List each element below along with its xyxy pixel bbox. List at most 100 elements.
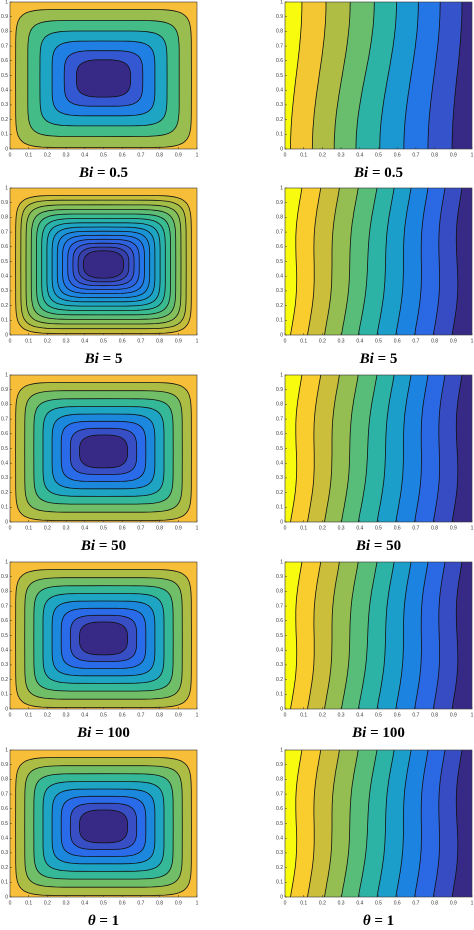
y-tick-label: 0.9 [1,762,8,768]
x-tick-label: 0.9 [175,152,182,158]
y-tick-label: 0.8 [276,29,283,35]
x-tick-label: 0.8 [156,900,163,906]
y-tick-label: 0.5 [1,446,8,452]
y-tick-label: 0 [280,146,283,152]
x-tick-label: 1 [471,152,474,158]
y-tick-label: 0 [5,332,8,338]
caption-value: = 5 [378,351,398,367]
y-tick-label: 0.4 [276,836,283,842]
caption-symbol: Bi [84,351,100,367]
y-tick-label: 0.8 [276,589,283,595]
caption-value: = 50 [374,538,401,554]
x-tick-label: 0.9 [450,900,457,906]
caption-value: = 1 [99,913,119,929]
x-tick-label: 0 [9,900,12,906]
y-tick-label: 0 [280,332,283,338]
x-tick-label: 0.9 [450,525,457,531]
contour [403,2,419,149]
x-tick-label: 0.3 [338,525,345,531]
y-tick-label: 0 [5,146,8,152]
panel: 0 0.1 0.2 0.3 0.4 0.5 0.6 0.7 0.8 0.9 1 0 0.1 0.2 0.3 0… [276,747,474,929]
x-tick-label: 0.6 [119,900,126,906]
x-tick-label: 0.3 [338,152,345,158]
x-tick-label: 0.2 [44,152,51,158]
y-tick-label: 0.8 [1,402,8,408]
contour [307,188,322,335]
x-tick-label: 0.8 [431,900,438,906]
x-tick-label: 0.9 [450,152,457,158]
contour [451,188,463,335]
contour [341,375,359,522]
x-tick-label: 0.1 [25,712,32,718]
x-tick-label: 0.4 [81,712,88,718]
y-tick-label: 0.3 [1,662,8,668]
y-tick-label: 0.5 [276,73,283,79]
contour [290,188,303,335]
y-tick-label: 0.8 [1,215,8,221]
x-tick-label: 0.6 [119,712,126,718]
x-tick-label: 0.5 [375,152,382,158]
x-tick-label: 0 [9,338,12,344]
y-tick-label: 0.6 [276,431,283,437]
y-tick-label: 0.3 [1,288,8,294]
x-tick-label: 0.6 [119,525,126,531]
x-tick-label: 0.3 [63,900,70,906]
y-tick-label: 0.9 [1,200,8,206]
contours [285,2,472,149]
y-tick-label: 1 [280,747,283,753]
y-tick-label: 0.5 [1,821,8,827]
x-tick-label: 1 [471,525,474,531]
caption: θ = 1 [363,913,394,929]
y-tick-label: 0.6 [276,244,283,250]
y-tick-label: 0.7 [276,603,283,609]
y-tick-label: 0.1 [1,318,8,324]
x-tick-label: 0.4 [81,152,88,158]
y-tick-label: 0.8 [276,402,283,408]
y-tick-label: 0.6 [276,618,283,624]
x-tick-label: 0.4 [356,900,363,906]
contour [341,562,359,709]
x-tick-label: 0.1 [25,900,32,906]
y-tick-label: 0.7 [1,603,8,609]
y-tick-label: 0.4 [1,274,8,280]
x-tick-label: 0.1 [25,338,32,344]
x-tick-label: 0.3 [63,712,70,718]
x-tick-label: 0.2 [44,900,51,906]
contour [432,188,446,335]
caption-symbol: Bi [353,165,369,181]
x-tick-label: 0 [284,900,287,906]
y-tick-label: 0.4 [1,461,8,467]
x-tick-label: 0.1 [300,338,307,344]
caption-symbol: θ [363,913,371,929]
y-tick-label: 0 [5,894,8,900]
y-tick-label: 0.9 [1,14,8,20]
contour [333,2,351,149]
y-tick-label: 0.9 [276,200,283,206]
x-tick-label: 0.2 [319,152,326,158]
y-tick-label: 0 [280,894,283,900]
x-tick-label: 0.1 [300,712,307,718]
x-tick-label: 0.9 [450,338,457,344]
contour [414,188,429,335]
contours [285,562,472,709]
y-tick-label: 0.2 [1,490,8,496]
y-tick-label: 0.5 [276,259,283,265]
contour [376,188,395,335]
contour [427,2,441,149]
x-tick-label: 0.5 [100,712,107,718]
x-tick-label: 0.4 [356,152,363,158]
x-tick-label: 0.2 [44,338,51,344]
x-tick-label: 0.2 [319,900,326,906]
caption-value: = 100 [370,725,405,741]
x-tick-label: 0.4 [81,900,88,906]
x-tick-label: 0.4 [81,525,88,531]
x-tick-label: 0.3 [338,338,345,344]
y-tick-label: 0.6 [276,806,283,812]
x-tick-label: 0.7 [412,338,419,344]
y-tick-label: 0.2 [276,117,283,123]
x-tick-label: 0.8 [431,152,438,158]
contour [432,375,446,522]
contour [290,750,303,897]
contours [285,750,472,897]
